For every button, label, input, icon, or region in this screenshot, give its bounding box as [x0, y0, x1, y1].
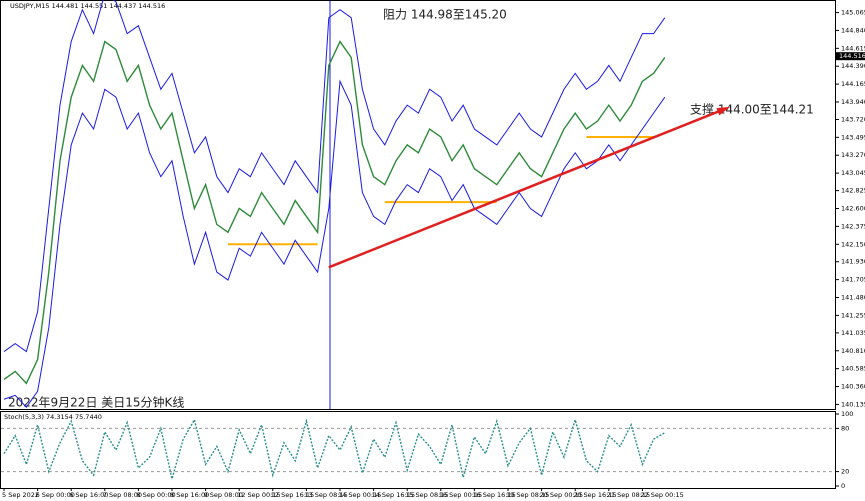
- x-tick-label: 9 Sep 08:00: [204, 491, 243, 499]
- stoch-line: [3, 417, 666, 479]
- y-tick-label: 100: [841, 410, 853, 418]
- y-tick-label: 143.940: [841, 98, 865, 106]
- y-tick-label: 144.840: [841, 26, 865, 34]
- last-price-label: 144.516: [839, 52, 865, 60]
- x-tick-label: 16 Sep 16:15: [472, 491, 515, 499]
- trend-line: [328, 107, 727, 269]
- y-tick-label: 143.720: [841, 115, 865, 123]
- y-tick-label: 144.390: [841, 62, 865, 70]
- x-tick-label: 20 Sep 00:15: [540, 491, 583, 499]
- y-tick-label: 142.600: [841, 204, 865, 212]
- y-tick-label: 140.135: [841, 400, 865, 408]
- y-tick-label: 143.495: [841, 133, 865, 141]
- y-tick-label: 142.825: [841, 187, 865, 195]
- y-tick-label: 140.810: [841, 347, 865, 355]
- y-tick-label: 80: [841, 424, 849, 432]
- price-line: [3, 40, 666, 385]
- stoch-title: Stoch(5,3,3) 74.3154 75.7440: [4, 413, 102, 421]
- x-tick-label: 14 Sep 16:15: [372, 491, 415, 499]
- chart-title: USDJPY,M15 144.481 144.551 144.437 144.5…: [10, 2, 165, 10]
- stoch-frame: [0, 411, 836, 489]
- y-tick-label: 141.930: [841, 258, 865, 266]
- x-tick-label: 15 Sep 08:15: [405, 491, 448, 499]
- x-tick-label: 20 Sep 16:15: [573, 491, 616, 499]
- y-tick-label: 140.360: [841, 383, 865, 391]
- y-tick-label: 142.150: [841, 240, 865, 248]
- y-tick-label: 144.615: [841, 44, 865, 52]
- y-tick-label: 140.585: [841, 365, 865, 373]
- main-frame: [0, 0, 836, 410]
- y-tick-label: 141.035: [841, 329, 865, 337]
- y-tick-label: 144.165: [841, 80, 865, 88]
- trend-arrow: [716, 106, 731, 116]
- x-tick-label: 8 Sep 16:00: [170, 491, 209, 499]
- resistance-note: 阻力 144.98至145.20: [383, 8, 507, 22]
- date-note: 2022年9月22日 美日15分钟K线: [8, 395, 184, 410]
- y-tick-label: 145.065: [841, 9, 865, 17]
- last-price-box: [836, 52, 865, 61]
- band-line: [3, 79, 666, 408]
- y-tick-label: 142.375: [841, 222, 865, 230]
- x-tick-label: 7 Sep 08:00: [103, 491, 142, 499]
- x-tick-label: 12 Sep 00:15: [237, 491, 280, 499]
- x-tick-label: 16 Sep 00:15: [439, 491, 482, 499]
- x-tick-label: 6 Sep 00:00: [36, 491, 75, 499]
- x-tick-label: 5 Sep 2022: [2, 491, 39, 499]
- y-tick-label: 143.270: [841, 151, 865, 159]
- x-tick-label: 19 Sep 08:15: [506, 491, 549, 499]
- x-tick-label: 12 Sep 16:15: [271, 491, 314, 499]
- x-tick-label: 8 Sep 00:00: [136, 491, 175, 499]
- x-tick-label: 22 Sep 00:15: [640, 491, 683, 499]
- x-tick-label: 13 Sep 08:15: [304, 491, 347, 499]
- y-tick-label: 141.705: [841, 276, 865, 284]
- y-tick-label: 141.480: [841, 294, 865, 302]
- y-tick-label: 0: [841, 482, 845, 490]
- x-tick-label: 14 Sep 00:15: [338, 491, 381, 499]
- x-tick-label: 21 Sep 08:15: [607, 491, 650, 499]
- x-tick-label: 6 Sep 16:00: [69, 491, 108, 499]
- band-line: [3, 0, 666, 353]
- y-tick-label: 20: [841, 468, 849, 476]
- y-tick-label: 141.255: [841, 311, 865, 319]
- y-tick-label: 143.045: [841, 169, 865, 177]
